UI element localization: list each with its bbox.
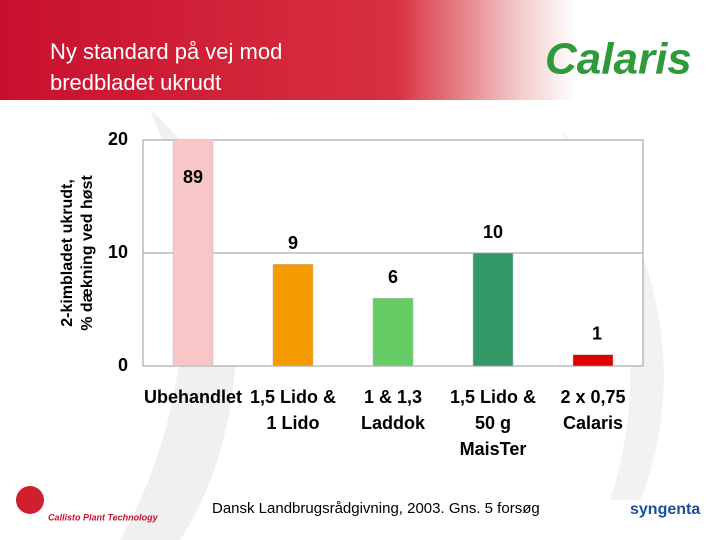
data-label: 9 <box>288 233 298 253</box>
data-label: 10 <box>483 222 503 242</box>
logo-icon <box>16 486 44 514</box>
bar <box>572 354 614 366</box>
logo: Calaris <box>545 35 692 84</box>
x-tick-label: 1 & 1,3 <box>364 387 422 407</box>
y-axis-title: 2-kimbladet ukrudt, <box>59 179 76 327</box>
x-tick-label: 1,5 Lido & <box>250 387 336 407</box>
y-tick-label: 0 <box>118 355 128 375</box>
x-tick-label: Calaris <box>563 413 623 433</box>
x-tick-label: 1,5 Lido & <box>450 387 536 407</box>
bars <box>172 140 614 366</box>
y-tick-label: 20 <box>108 129 128 149</box>
x-tick-label: 50 g <box>475 413 511 433</box>
source: Dansk Landbrugsrådgivning, 2003. Gns. 5 … <box>212 500 540 517</box>
title: Ny standard på vej mod <box>50 39 282 64</box>
x-tick-label: Ubehandlet <box>144 387 242 407</box>
y-axis-title: % dækning ved høst <box>79 175 96 331</box>
x-tick-label: MaisTer <box>460 439 527 459</box>
x-tick-label: Laddok <box>361 413 426 433</box>
data-label: 89 <box>183 167 203 187</box>
bar <box>272 264 314 366</box>
leaf-shape <box>560 130 664 500</box>
x-tick-label: 1 Lido <box>267 413 320 433</box>
title: bredbladet ukrudt <box>50 70 221 95</box>
data-label: 6 <box>388 267 398 287</box>
header-band <box>0 0 720 100</box>
bar <box>172 140 214 366</box>
right-logo: syngenta <box>630 501 700 518</box>
data-label: 1 <box>592 323 602 343</box>
bar <box>372 297 414 366</box>
bar <box>472 252 514 366</box>
y-tick-label: 10 <box>108 242 128 262</box>
left-logo: Callisto Plant Technology <box>48 512 159 522</box>
x-tick-label: 2 x 0,75 <box>560 387 625 407</box>
